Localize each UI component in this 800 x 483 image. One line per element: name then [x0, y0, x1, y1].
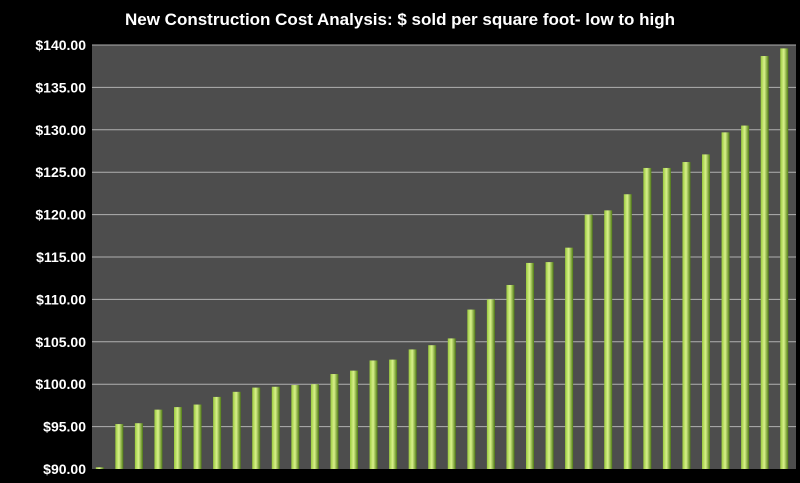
bar [115, 424, 124, 469]
bar [526, 262, 534, 469]
y-tick-label: $105.00 [35, 334, 86, 350]
bar [389, 359, 398, 469]
y-tick-label: $90.00 [43, 461, 86, 477]
bar [447, 338, 456, 469]
chart-title: New Construction Cost Analysis: $ sold p… [124, 10, 676, 29]
bar [467, 309, 476, 469]
y-tick-label: $140.00 [35, 37, 86, 53]
y-tick-label: $120.00 [35, 207, 86, 223]
bar [584, 214, 593, 469]
bar [682, 162, 691, 469]
y-tick-label: $135.00 [35, 79, 86, 95]
bar [330, 374, 339, 469]
bar [174, 407, 182, 469]
bar [760, 56, 769, 470]
bar [310, 384, 319, 469]
y-tick-label: $95.00 [43, 419, 86, 435]
bar [565, 247, 574, 469]
bar [134, 423, 143, 469]
y-tick-label: $130.00 [35, 122, 86, 138]
bar [350, 370, 358, 469]
bar [232, 391, 241, 469]
bar [271, 386, 280, 469]
bar [408, 349, 417, 469]
bar [193, 404, 202, 469]
bar [604, 210, 613, 470]
bar [780, 48, 789, 469]
bar [643, 167, 652, 469]
bar [154, 409, 163, 469]
y-tick-label: $125.00 [35, 164, 86, 180]
bar [369, 360, 378, 469]
bar [506, 284, 515, 469]
bar [545, 262, 554, 469]
bar [213, 396, 222, 469]
bar [486, 299, 495, 469]
bar [623, 194, 632, 469]
bar [428, 345, 437, 469]
bar [291, 385, 300, 469]
bar [721, 132, 730, 469]
y-tick-label: $110.00 [36, 291, 86, 307]
bar [741, 125, 750, 469]
bar [95, 467, 104, 469]
bar [702, 154, 710, 469]
bar [662, 167, 671, 469]
bar [252, 387, 261, 469]
y-tick-label: $100.00 [35, 376, 86, 392]
y-tick-label: $115.00 [36, 249, 86, 265]
